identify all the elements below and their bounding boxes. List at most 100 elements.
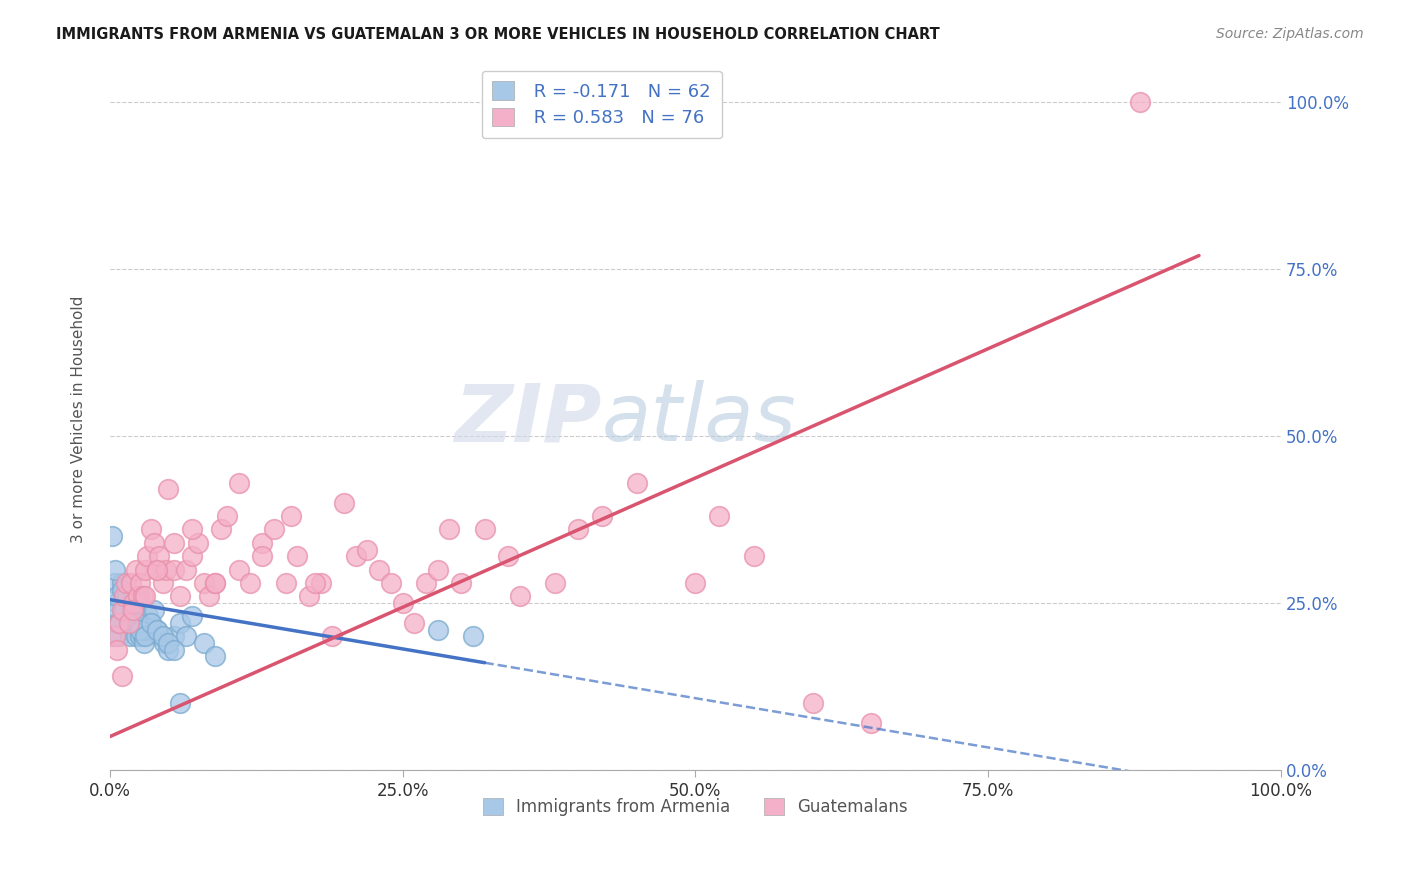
Point xyxy=(108,629,131,643)
Point xyxy=(155,563,177,577)
Point xyxy=(122,602,145,616)
Point xyxy=(304,576,326,591)
Point xyxy=(391,596,413,610)
Point xyxy=(239,576,262,591)
Point xyxy=(309,576,332,591)
Point xyxy=(149,629,172,643)
Point xyxy=(461,629,484,643)
Point xyxy=(108,615,131,630)
Point xyxy=(103,576,125,591)
Point xyxy=(157,642,180,657)
Point xyxy=(115,589,138,603)
Point xyxy=(131,615,153,630)
Point xyxy=(134,563,156,577)
Point xyxy=(152,636,174,650)
Y-axis label: 3 or more Vehicles in Household: 3 or more Vehicles in Household xyxy=(72,295,86,543)
Point xyxy=(169,589,191,603)
Point xyxy=(344,549,367,564)
Point xyxy=(105,589,128,603)
Point xyxy=(180,523,202,537)
Point xyxy=(250,536,273,550)
Point xyxy=(426,563,449,577)
Point xyxy=(415,576,437,591)
Point xyxy=(801,696,824,710)
Point xyxy=(110,582,132,597)
Point xyxy=(228,563,250,577)
Point xyxy=(163,629,186,643)
Point xyxy=(129,623,152,637)
Point xyxy=(132,636,155,650)
Point xyxy=(136,549,159,564)
Point xyxy=(742,549,765,564)
Point xyxy=(118,629,141,643)
Point xyxy=(439,523,461,537)
Point xyxy=(125,615,148,630)
Point xyxy=(136,615,159,630)
Point xyxy=(274,576,297,591)
Point xyxy=(204,576,226,591)
Point xyxy=(474,523,496,537)
Point xyxy=(180,549,202,564)
Point xyxy=(152,629,174,643)
Point xyxy=(129,629,152,643)
Point xyxy=(124,563,146,577)
Point xyxy=(169,615,191,630)
Point xyxy=(193,636,215,650)
Point xyxy=(127,615,149,630)
Point xyxy=(250,549,273,564)
Point xyxy=(707,509,730,524)
Point xyxy=(134,623,156,637)
Point xyxy=(127,589,149,603)
Point xyxy=(128,589,150,603)
Point xyxy=(368,563,391,577)
Point xyxy=(103,629,125,643)
Point xyxy=(404,615,426,630)
Point xyxy=(209,523,232,537)
Text: IMMIGRANTS FROM ARMENIA VS GUATEMALAN 3 OR MORE VEHICLES IN HOUSEHOLD CORRELATIO: IMMIGRANTS FROM ARMENIA VS GUATEMALAN 3 … xyxy=(56,27,941,42)
Point xyxy=(685,576,707,591)
Point xyxy=(105,642,128,657)
Point xyxy=(163,563,186,577)
Point xyxy=(122,589,145,603)
Point xyxy=(143,602,166,616)
Point xyxy=(124,629,146,643)
Point xyxy=(333,496,356,510)
Point xyxy=(104,615,127,630)
Point xyxy=(129,576,152,591)
Point xyxy=(496,549,519,564)
Point xyxy=(131,629,153,643)
Point xyxy=(134,589,156,603)
Point xyxy=(110,615,132,630)
Point xyxy=(139,615,162,630)
Point xyxy=(280,509,302,524)
Point xyxy=(450,576,472,591)
Point xyxy=(145,563,167,577)
Point xyxy=(117,609,139,624)
Point xyxy=(101,629,124,643)
Point xyxy=(157,483,180,497)
Point xyxy=(120,576,142,591)
Point xyxy=(321,629,343,643)
Point xyxy=(101,529,124,543)
Point xyxy=(138,609,160,624)
Point xyxy=(380,576,402,591)
Point xyxy=(204,576,226,591)
Point xyxy=(120,609,142,624)
Point xyxy=(111,596,134,610)
Point xyxy=(112,602,135,616)
Point xyxy=(544,576,567,591)
Point xyxy=(121,602,143,616)
Point xyxy=(145,623,167,637)
Point xyxy=(626,475,648,490)
Text: ZIP: ZIP xyxy=(454,380,602,458)
Point xyxy=(110,602,132,616)
Point xyxy=(145,563,167,577)
Point xyxy=(1129,95,1152,109)
Point xyxy=(117,615,139,630)
Point xyxy=(120,615,142,630)
Point xyxy=(117,589,139,603)
Point xyxy=(228,475,250,490)
Text: Source: ZipAtlas.com: Source: ZipAtlas.com xyxy=(1216,27,1364,41)
Point xyxy=(117,623,139,637)
Point xyxy=(134,629,156,643)
